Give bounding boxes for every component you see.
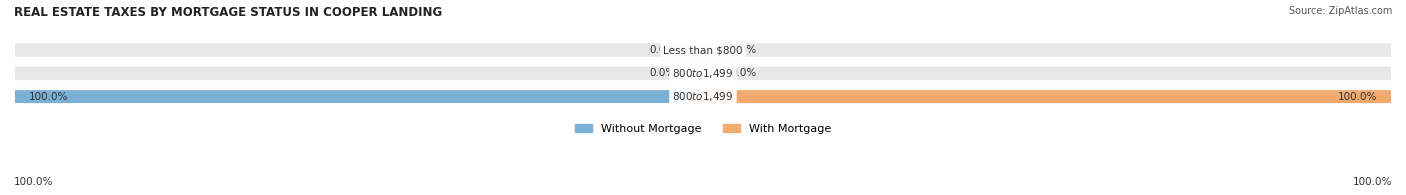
Text: $800 to $1,499: $800 to $1,499 (672, 90, 734, 103)
Text: 0.0%: 0.0% (731, 68, 756, 78)
Text: 100.0%: 100.0% (1339, 92, 1378, 102)
Text: 0.0%: 0.0% (731, 45, 756, 55)
Text: Source: ZipAtlas.com: Source: ZipAtlas.com (1288, 6, 1392, 16)
Text: 100.0%: 100.0% (14, 177, 53, 187)
Text: 0.0%: 0.0% (650, 45, 675, 55)
Text: $800 to $1,499: $800 to $1,499 (672, 67, 734, 80)
Text: REAL ESTATE TAXES BY MORTGAGE STATUS IN COOPER LANDING: REAL ESTATE TAXES BY MORTGAGE STATUS IN … (14, 6, 443, 19)
Text: 0.0%: 0.0% (650, 68, 675, 78)
Text: 100.0%: 100.0% (28, 92, 67, 102)
Legend: Without Mortgage, With Mortgage: Without Mortgage, With Mortgage (575, 124, 831, 134)
FancyBboxPatch shape (0, 43, 1406, 57)
FancyBboxPatch shape (0, 66, 1406, 80)
Text: 100.0%: 100.0% (1353, 177, 1392, 187)
Text: Less than $800: Less than $800 (664, 45, 742, 55)
FancyBboxPatch shape (689, 90, 1405, 103)
FancyBboxPatch shape (1, 90, 717, 103)
FancyBboxPatch shape (0, 90, 1406, 103)
